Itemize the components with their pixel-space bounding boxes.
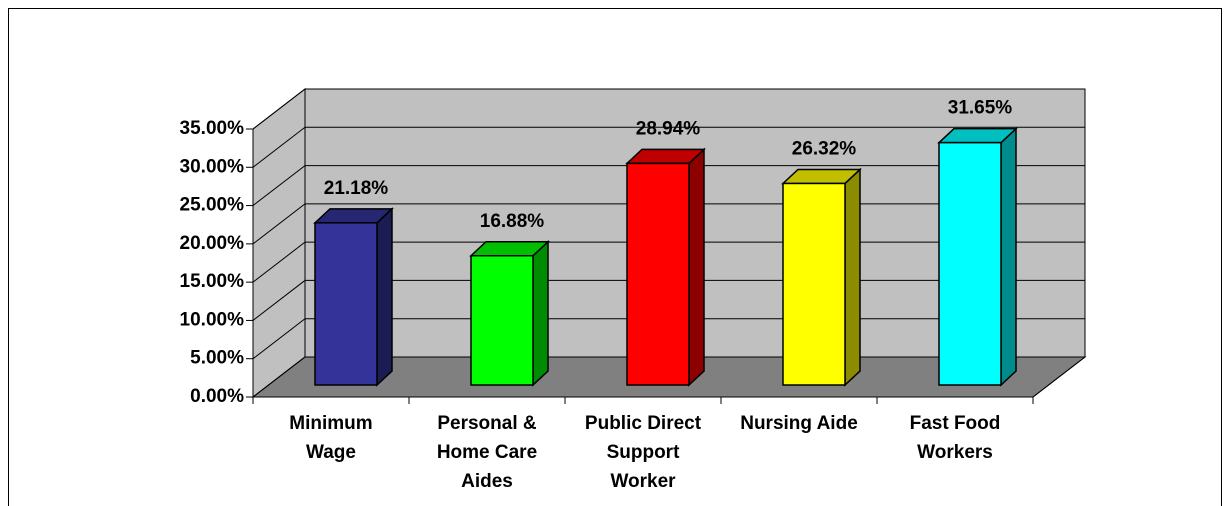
y-tick-label: 15.00% [180, 271, 245, 292]
y-tick-label: 20.00% [180, 233, 245, 254]
bar-side [688, 147, 705, 387]
side-wall [252, 87, 306, 399]
y-tick-label: 35.00% [180, 118, 245, 139]
x-tick-label: Nursing Aide [740, 413, 858, 434]
bar-side [1000, 126, 1017, 387]
x-tick-label: Public Direct Support Worker [584, 413, 702, 492]
x-tick-label: Personal & Home Care Aides [436, 413, 538, 492]
bar [626, 162, 690, 386]
bar [938, 141, 1002, 386]
bar [782, 182, 846, 386]
bar-side [376, 207, 393, 387]
bar [314, 222, 378, 386]
y-tick-label: 30.00% [180, 156, 245, 177]
y-tick-label: 25.00% [180, 195, 245, 216]
value-label: 28.94% [636, 118, 701, 139]
bar [470, 254, 534, 386]
value-label: 16.88% [480, 211, 545, 232]
x-tick-label: Fast Food Workers [909, 413, 1001, 463]
bar-side [844, 167, 861, 387]
y-tick-label: 0.00% [190, 386, 244, 407]
frame [8, 8, 1222, 506]
y-tick-label: 5.00% [190, 348, 244, 369]
value-label: 21.18% [324, 178, 389, 199]
floor-edge [1032, 356, 1086, 398]
value-label: 31.65% [948, 98, 1013, 119]
bar-side [532, 240, 549, 387]
y-tick-label: 10.00% [180, 309, 245, 330]
x-tick-label: Minimum Wage [289, 413, 373, 463]
grid-line [252, 126, 1085, 168]
grid-line [252, 165, 1085, 206]
grid-line [252, 88, 1085, 130]
value-label: 26.32% [792, 138, 857, 159]
